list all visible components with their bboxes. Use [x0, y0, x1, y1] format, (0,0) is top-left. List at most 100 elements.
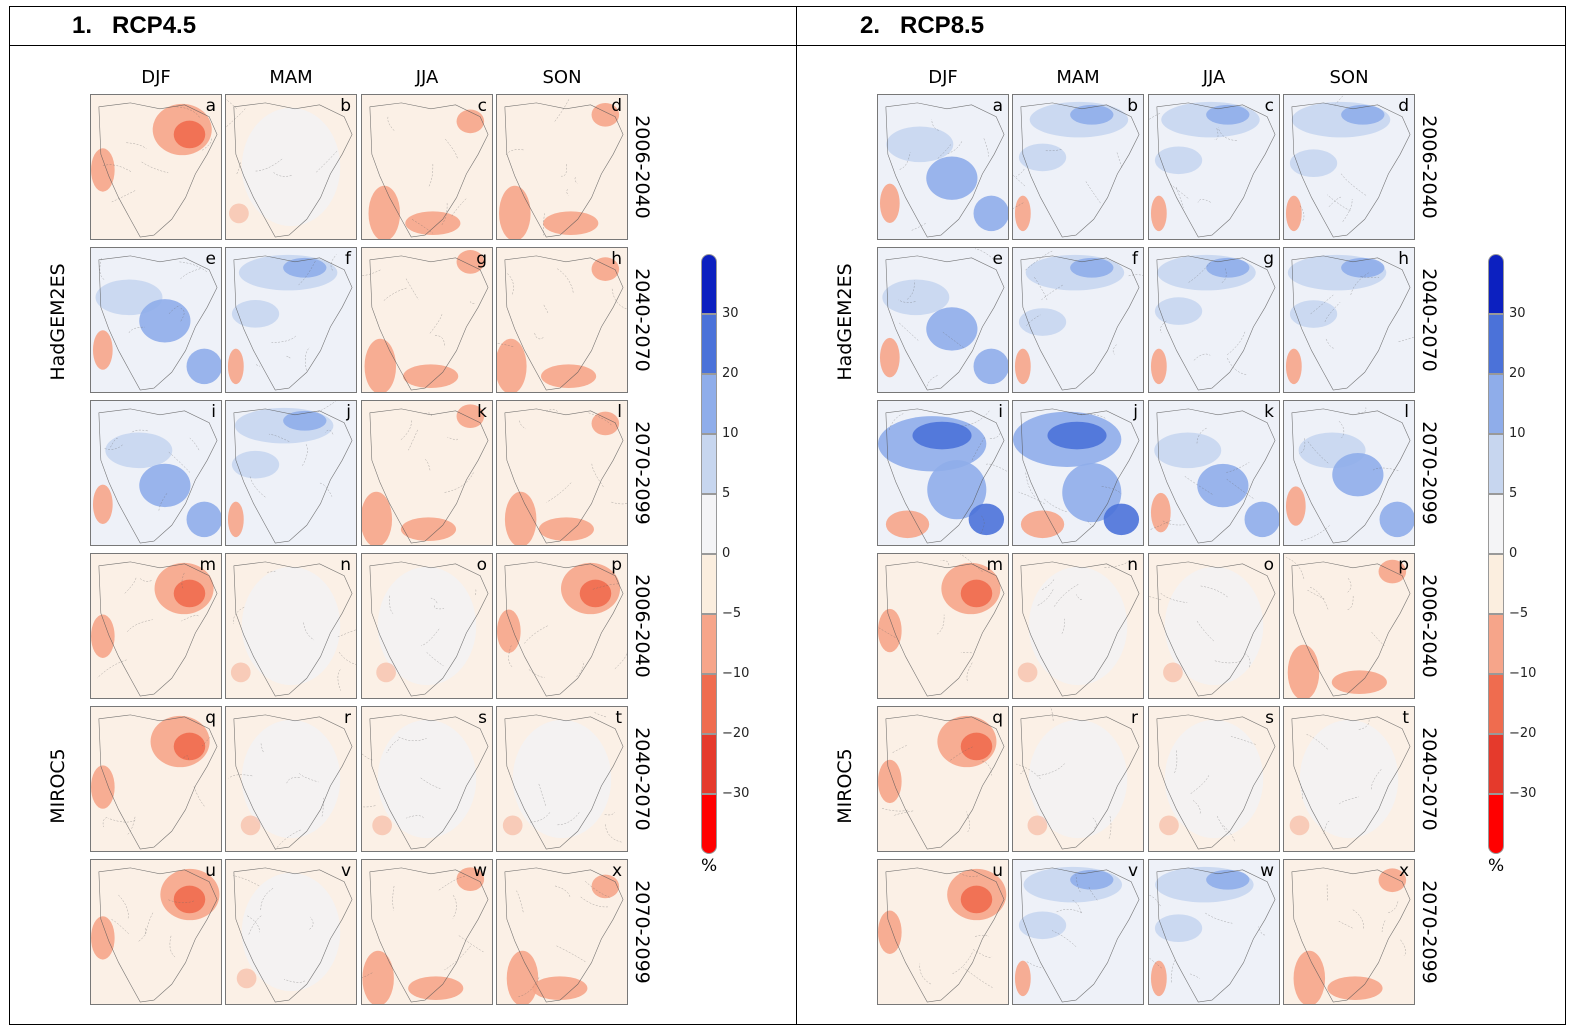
- map-panel-rcp45-p: p: [496, 553, 628, 699]
- map-letter: n: [1127, 555, 1138, 575]
- map-letter: f: [1132, 249, 1138, 269]
- map-panel-rcp85-x: x: [1283, 859, 1415, 1005]
- map-panel-rcp45-k: k: [361, 400, 493, 546]
- map-graphic: [1149, 401, 1279, 545]
- map-letter: n: [340, 555, 351, 575]
- map-letter: c: [477, 96, 487, 116]
- map-panel-rcp45-r: r: [225, 706, 357, 852]
- colorbar-segment: [701, 614, 717, 674]
- colorbar-segment: [701, 434, 717, 494]
- colorbar-tick-label: 30: [722, 306, 739, 321]
- map-graphic: [226, 248, 356, 392]
- map-graphic: [1013, 401, 1143, 545]
- period-label-3: 2070-2099: [631, 421, 653, 525]
- map-panel-rcp45-i: i: [90, 400, 222, 546]
- period-label-4: 2006-2040: [1418, 574, 1440, 678]
- map-letter: s: [478, 708, 487, 728]
- map-graphic: [1149, 860, 1279, 1004]
- map-letter: k: [477, 402, 487, 422]
- map-panel-rcp45-c: c: [361, 94, 493, 240]
- map-panel-rcp85-e: e: [877, 247, 1009, 393]
- colorbar-tick-label: −5: [1509, 606, 1529, 621]
- map-panel-rcp85-j: j: [1012, 400, 1144, 546]
- map-graphic: [226, 95, 356, 239]
- map-letter: i: [998, 402, 1003, 422]
- column-header-jja: JJA: [1202, 67, 1226, 88]
- map-graphic: [1149, 707, 1279, 851]
- map-letter: v: [1127, 861, 1138, 881]
- map-panel-rcp45-q: q: [90, 706, 222, 852]
- map-graphic: [226, 554, 356, 698]
- map-panel-rcp45-o: o: [361, 553, 493, 699]
- map-letter: u: [992, 861, 1003, 881]
- colorbar-tick-label: 10: [1509, 426, 1526, 441]
- colorbar-tick-label: −20: [1509, 726, 1537, 741]
- map-letter: e: [992, 249, 1003, 269]
- map-graphic: [497, 248, 627, 392]
- map-graphic: [362, 860, 492, 1004]
- map-graphic: [1284, 707, 1414, 851]
- period-label-2: 2040-2070: [1418, 268, 1440, 372]
- map-letter: d: [1398, 96, 1409, 116]
- map-graphic: [1013, 554, 1143, 698]
- map-graphic: [878, 248, 1008, 392]
- map-graphic: [878, 95, 1008, 239]
- map-graphic: [91, 860, 221, 1004]
- map-letter: r: [1131, 708, 1138, 728]
- map-letter: d: [611, 96, 622, 116]
- map-graphic: [497, 554, 627, 698]
- map-graphic: [878, 707, 1008, 851]
- map-panel-rcp85-t: t: [1283, 706, 1415, 852]
- colorbar-tick-label: −5: [722, 606, 742, 621]
- colorbar-tick-label: −10: [1509, 666, 1537, 681]
- map-panel-rcp45-m: m: [90, 553, 222, 699]
- map-letter: s: [1265, 708, 1274, 728]
- map-letter: w: [473, 861, 487, 881]
- colorbar-tick-label: 20: [1509, 366, 1526, 381]
- map-panel-rcp85-q: q: [877, 706, 1009, 852]
- column-header-djf: DJF: [928, 67, 958, 88]
- map-panel-rcp85-r: r: [1012, 706, 1144, 852]
- map-graphic: [878, 554, 1008, 698]
- map-panel-rcp85-b: b: [1012, 94, 1144, 240]
- map-panel-rcp85-w: w: [1148, 859, 1280, 1005]
- colorbar-segment: [701, 554, 717, 614]
- map-letter: l: [617, 402, 622, 422]
- map-graphic: [226, 401, 356, 545]
- map-letter: c: [1264, 96, 1274, 116]
- map-panel-rcp45-b: b: [225, 94, 357, 240]
- map-panel-rcp45-u: u: [90, 859, 222, 1005]
- column-header-mam: MAM: [1056, 67, 1100, 88]
- map-panel-rcp45-j: j: [225, 400, 357, 546]
- map-letter: b: [340, 96, 351, 116]
- map-graphic: [226, 707, 356, 851]
- period-label-6: 2070-2099: [631, 880, 653, 984]
- period-label-2: 2040-2070: [631, 268, 653, 372]
- map-letter: p: [611, 555, 622, 575]
- model-label-hadgem2es: HadGEM2ES: [834, 263, 856, 381]
- map-panel-rcp45-f: f: [225, 247, 357, 393]
- map-panel-rcp45-s: s: [361, 706, 493, 852]
- colorbar-segment: [701, 494, 717, 554]
- map-panel-rcp45-g: g: [361, 247, 493, 393]
- colorbar-segment: [701, 674, 717, 734]
- map-panel-rcp85-n: n: [1012, 553, 1144, 699]
- map-graphic: [1013, 95, 1143, 239]
- period-label-1: 2006-2040: [631, 115, 653, 219]
- map-graphic: [91, 554, 221, 698]
- model-label-miroc5: MIROC5: [47, 748, 69, 824]
- colorbar-tick-label: 0: [722, 546, 731, 561]
- model-label-hadgem2es: HadGEM2ES: [47, 263, 69, 381]
- map-graphic: [1149, 95, 1279, 239]
- colorbar-tick-label: −20: [722, 726, 750, 741]
- map-graphic: [1149, 248, 1279, 392]
- figure-frame: [9, 6, 1566, 1025]
- colorbar-rcp45: [701, 254, 717, 854]
- header-divider: [9, 45, 1566, 46]
- map-graphic: [1284, 401, 1414, 545]
- colorbar-segment: [701, 314, 717, 374]
- map-letter: v: [340, 861, 351, 881]
- map-graphic: [91, 707, 221, 851]
- map-panel-rcp85-v: v: [1012, 859, 1144, 1005]
- map-panel-rcp85-u: u: [877, 859, 1009, 1005]
